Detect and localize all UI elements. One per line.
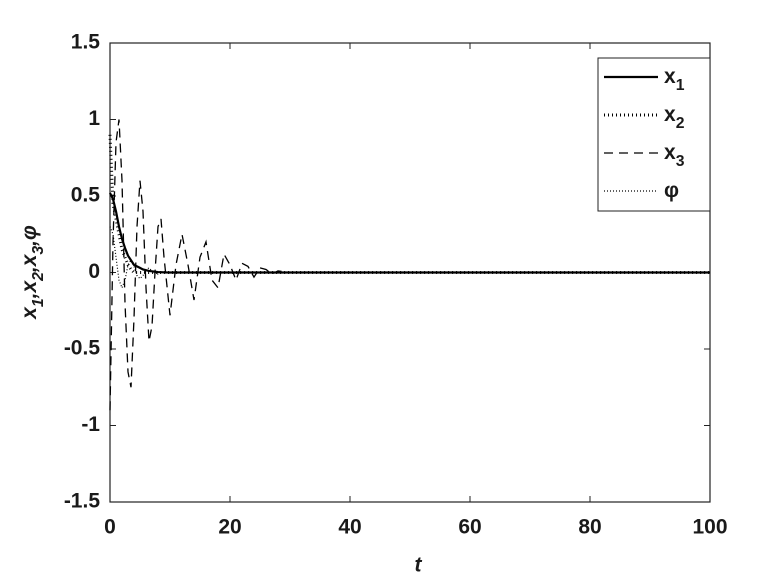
x-tick-label: 100 bbox=[692, 516, 727, 539]
y-tick-label: 0 bbox=[88, 260, 100, 283]
x-tick-label: 20 bbox=[218, 516, 241, 539]
legend-label: x3 bbox=[664, 141, 685, 170]
y-tick-label: -1.5 bbox=[64, 490, 101, 513]
legend-label: φ bbox=[664, 179, 679, 202]
y-tick-label: 0.5 bbox=[71, 184, 101, 207]
series-line bbox=[109, 192, 710, 274]
series-line bbox=[109, 119, 710, 411]
legend-box bbox=[597, 57, 711, 212]
x-tick-label: 40 bbox=[338, 516, 361, 539]
x-tick-label: 60 bbox=[458, 516, 481, 539]
y-tick-label: 1 bbox=[88, 107, 100, 130]
x-tick-label: 80 bbox=[578, 516, 601, 539]
x-tick-label: 0 bbox=[104, 516, 116, 539]
y-tick-label: -0.5 bbox=[64, 337, 101, 360]
y-tick-label: -1 bbox=[81, 413, 100, 436]
legend-label: x2 bbox=[664, 103, 685, 132]
x-axis-label: t bbox=[415, 554, 423, 577]
y-tick-label: 1.5 bbox=[71, 31, 101, 54]
legend-label: x1 bbox=[664, 65, 685, 94]
y-axis-label: x1,x2,x3,φ bbox=[18, 225, 47, 320]
